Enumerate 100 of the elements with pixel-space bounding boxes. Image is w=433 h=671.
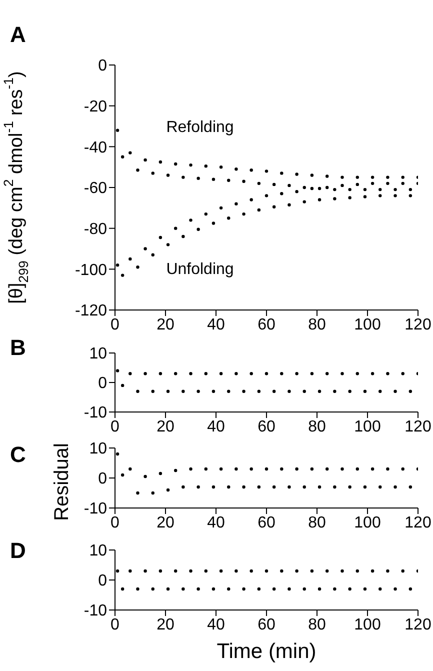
y-tick-label: 10: [89, 542, 108, 560]
point: [158, 160, 162, 164]
point: [182, 390, 185, 393]
point: [272, 205, 276, 208]
point: [212, 485, 216, 489]
point: [189, 467, 192, 471]
point: [408, 390, 412, 393]
point: [401, 467, 404, 471]
annotation: Unfolding: [166, 261, 234, 279]
point: [302, 485, 306, 489]
point: [386, 176, 390, 179]
point: [166, 174, 170, 177]
point: [280, 467, 284, 471]
x-tick-label: 80: [308, 514, 326, 532]
point: [280, 172, 284, 175]
x-tick-label: 100: [354, 316, 381, 334]
x-tick-label: 60: [258, 616, 276, 634]
point: [227, 390, 230, 393]
x-tick-label: 0: [110, 316, 120, 334]
point: [386, 372, 390, 376]
point: [280, 372, 284, 376]
point: [318, 186, 322, 190]
point: [326, 467, 329, 471]
point: [242, 390, 246, 393]
point: [348, 196, 352, 200]
point: [189, 218, 192, 222]
x-tick-label: 60: [258, 418, 276, 436]
point: [204, 467, 208, 471]
point: [295, 190, 298, 194]
point: [408, 194, 412, 198]
y-tick-label: -40: [84, 139, 108, 156]
chart-title: A: [10, 22, 26, 48]
y-tick-label: 10: [89, 346, 108, 363]
point: [378, 485, 382, 489]
point: [227, 178, 230, 182]
point: [333, 197, 336, 200]
point: [363, 188, 367, 192]
point: [264, 194, 268, 198]
point: [356, 176, 359, 179]
point: [212, 222, 216, 225]
point: [348, 188, 352, 192]
y-tick-label: -20: [84, 98, 108, 116]
point: [333, 188, 336, 192]
point: [257, 390, 261, 393]
y-tick-label: 10: [89, 440, 108, 458]
chart-title: C: [10, 442, 26, 468]
point: [144, 372, 147, 376]
point: [348, 485, 352, 489]
point: [257, 485, 261, 489]
x-tick-label: 120: [404, 616, 432, 634]
point: [212, 390, 216, 393]
point: [401, 372, 404, 376]
point: [363, 485, 367, 489]
point: [136, 168, 140, 172]
point: [401, 176, 404, 179]
point: [116, 452, 120, 456]
point: [204, 372, 208, 376]
point: [363, 390, 367, 393]
point: [227, 485, 230, 489]
point: [370, 372, 374, 376]
point: [128, 257, 132, 261]
point: [272, 485, 276, 489]
x-tick-label: 20: [156, 616, 174, 634]
point: [196, 485, 200, 489]
point: [136, 491, 140, 495]
point: [204, 164, 208, 168]
point: [340, 372, 344, 376]
point: [310, 174, 314, 177]
point: [120, 384, 124, 388]
point: [116, 263, 120, 267]
point: [196, 176, 200, 180]
point: [196, 390, 200, 393]
point: [128, 151, 132, 154]
y-tick-label: 0: [98, 58, 108, 75]
chart-title: D: [10, 538, 26, 564]
point: [394, 485, 397, 489]
point: [189, 163, 192, 167]
point: [272, 182, 276, 186]
x-tick-label: 60: [258, 316, 276, 334]
x-tick-label: 40: [207, 418, 225, 436]
point: [174, 226, 178, 230]
point: [234, 372, 238, 376]
point: [174, 162, 178, 166]
point: [219, 206, 223, 210]
point: [120, 155, 124, 158]
point: [182, 176, 185, 179]
point: [174, 468, 178, 472]
point: [182, 234, 185, 238]
point: [318, 198, 322, 202]
point: [250, 467, 253, 471]
y-tick-label: 0: [98, 470, 108, 488]
y-tick-label: 0: [98, 572, 108, 590]
point: [288, 184, 291, 188]
x-tick-label: 0: [110, 418, 120, 436]
point: [166, 488, 170, 492]
y-tick-label: -100: [74, 262, 108, 279]
point: [356, 182, 359, 186]
point: [196, 228, 200, 231]
x-tick-label: 120: [404, 514, 432, 532]
point: [370, 176, 374, 179]
